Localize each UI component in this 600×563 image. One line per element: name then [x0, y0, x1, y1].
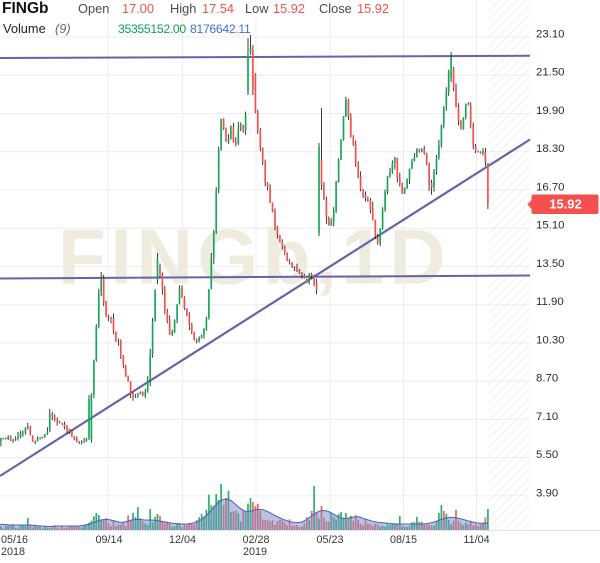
- svg-text:17.54: 17.54: [202, 1, 234, 16]
- svg-text:11.90: 11.90: [536, 296, 564, 308]
- svg-text:11/04: 11/04: [463, 534, 489, 546]
- svg-text:35355152.00: 35355152.00: [118, 22, 186, 36]
- svg-text:05/16: 05/16: [1, 534, 28, 546]
- svg-text:8176642.11: 8176642.11: [190, 22, 251, 36]
- svg-text:10.30: 10.30: [536, 334, 565, 346]
- svg-text:19.90: 19.90: [536, 105, 565, 117]
- svg-text:Open: Open: [78, 1, 109, 16]
- svg-text:7.10: 7.10: [536, 411, 558, 423]
- svg-text:17.00: 17.00: [122, 1, 154, 16]
- svg-text:(9): (9): [55, 21, 71, 36]
- svg-text:18.30: 18.30: [536, 143, 565, 155]
- svg-text:Volume: Volume: [3, 21, 46, 36]
- svg-text:23.10: 23.10: [536, 28, 565, 40]
- svg-text:FINGb: FINGb: [2, 0, 49, 17]
- svg-text:05/23: 05/23: [316, 534, 343, 546]
- svg-text:08/15: 08/15: [390, 534, 417, 546]
- svg-text:02/28: 02/28: [242, 534, 269, 546]
- svg-text:Low: Low: [245, 1, 269, 16]
- svg-text:2018: 2018: [1, 546, 25, 558]
- svg-text:15.92: 15.92: [273, 1, 305, 16]
- svg-text:Close: Close: [319, 1, 352, 16]
- svg-text:3.90: 3.90: [536, 487, 558, 499]
- svg-text:FINGb,1D: FINGb,1D: [58, 213, 450, 301]
- svg-text:21.50: 21.50: [536, 67, 565, 79]
- svg-text:5.50: 5.50: [536, 449, 558, 461]
- svg-text:High: High: [170, 1, 196, 16]
- svg-text:15.92: 15.92: [549, 197, 581, 212]
- svg-text:12/04: 12/04: [169, 534, 196, 546]
- svg-text:09/14: 09/14: [95, 534, 122, 546]
- svg-text:16.70: 16.70: [536, 181, 565, 193]
- svg-text:15.92: 15.92: [357, 1, 389, 16]
- svg-text:13.50: 13.50: [536, 258, 565, 270]
- svg-text:2019: 2019: [243, 546, 267, 558]
- svg-text:8.70: 8.70: [536, 373, 558, 385]
- svg-text:15.10: 15.10: [536, 220, 565, 232]
